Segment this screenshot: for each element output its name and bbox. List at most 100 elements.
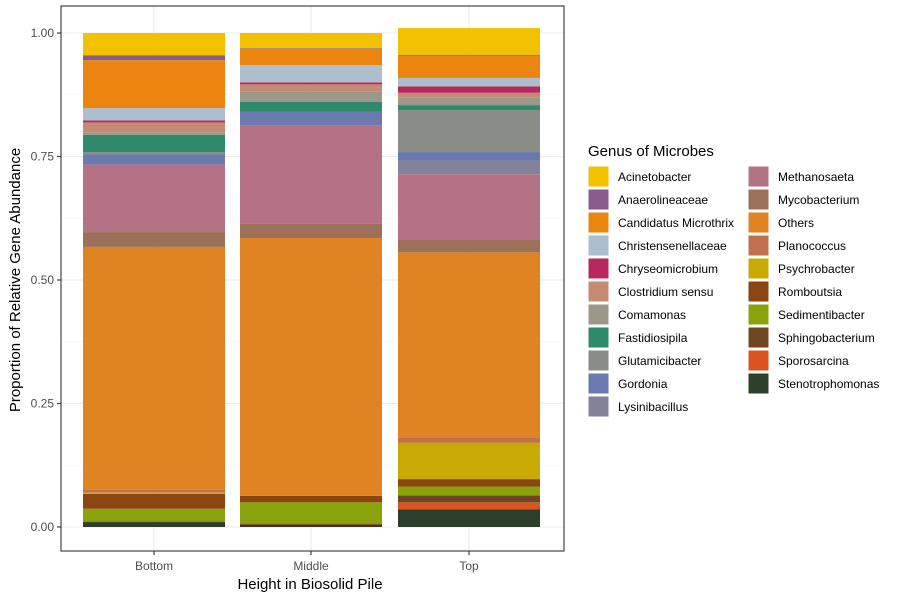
bar-segment (240, 49, 382, 66)
bar-segment (240, 523, 382, 525)
y-tick-label: 0.00 (31, 520, 55, 534)
legend-key (587, 165, 610, 188)
legend-key (747, 188, 770, 211)
legend-key (747, 165, 770, 188)
legend-item: Gordonia (587, 372, 668, 395)
legend-item: Sporosarcina (747, 349, 849, 372)
y-tick-label: 0.25 (31, 397, 55, 411)
y-tick-label: 1.00 (31, 26, 55, 40)
y-tick-label: 0.50 (31, 273, 55, 287)
legend-label: Candidatus Microthrix (618, 216, 734, 230)
x-tick-label: Middle (293, 559, 329, 573)
bar-segment (398, 152, 540, 161)
bar-segment (398, 442, 540, 480)
bar-segment (240, 125, 382, 224)
legend-key (747, 372, 770, 395)
bar-segment (240, 524, 382, 527)
legend-label: Mycobacterium (778, 193, 859, 207)
bar-segment (398, 110, 540, 153)
bar-segment (240, 48, 382, 50)
legend-label: Christensenellaceae (618, 239, 727, 253)
bar-segment (398, 239, 540, 253)
legend-item: Chryseomicrobium (587, 257, 718, 280)
legend-item: Methanosaeta (747, 165, 854, 188)
legend-item: Psychrobacter (747, 257, 855, 280)
legend-key (747, 257, 770, 280)
legend-label: Psychrobacter (778, 262, 855, 276)
legend-label: Romboutsia (778, 285, 842, 299)
legend-key (747, 326, 770, 349)
bar-segment (398, 86, 540, 93)
bar-segment (83, 132, 225, 135)
bar-segment (398, 502, 540, 510)
legend-label: Chryseomicrobium (618, 262, 718, 276)
bar-segment (83, 522, 225, 527)
panel-border (60, 5, 565, 552)
legend-label: Anaerolineaceae (618, 193, 708, 207)
x-tick-label: Top (459, 559, 479, 573)
legend-item: Comamonas (587, 303, 686, 326)
bar-segment (240, 502, 382, 524)
legend-item: Glutamicibacter (587, 349, 701, 372)
legend-item: Romboutsia (747, 280, 842, 303)
bar-segment (83, 164, 225, 233)
legend-label: Comamonas (618, 308, 686, 322)
legend-key (587, 326, 610, 349)
bar-segment (83, 55, 225, 61)
legend-label: Planococcus (778, 239, 846, 253)
bar-segment (240, 65, 382, 83)
legend-label: Gordonia (618, 377, 668, 391)
bar-segment (398, 77, 540, 87)
legend-item: Anaerolineaceae (587, 188, 708, 211)
bar-segment (83, 120, 225, 123)
legend-key (747, 349, 770, 372)
bar-segment (240, 111, 382, 126)
legend-key (587, 234, 610, 257)
legend-label: Fastidiosipila (618, 331, 688, 345)
legend: Genus of Microbes Acinetobacter Anaerolin… (587, 143, 879, 418)
legend-item: Fastidiosipila (587, 326, 688, 349)
legend-label: Lysinibacillus (618, 400, 688, 414)
bar-segment (240, 91, 382, 102)
bar-segment (398, 28, 540, 55)
bar-segment (398, 105, 540, 111)
x-axis-title: Height in Biosolid Pile (237, 576, 382, 593)
legend-key (587, 188, 610, 211)
legend-key (587, 372, 610, 395)
legend-item: Acinetobacter (587, 165, 691, 188)
legend-item: Stenotrophomonas (747, 372, 879, 395)
bar-segment (83, 154, 225, 165)
bar-segment (398, 160, 540, 175)
bar-segment (83, 122, 225, 133)
legend-label: Stenotrophomonas (778, 377, 879, 391)
bar-segment (83, 508, 225, 522)
bar-segment (83, 60, 225, 109)
y-axis: 0.00 0.25 0.50 0.75 1.00 (31, 26, 61, 534)
bar-segment (398, 92, 540, 98)
bar-segment (398, 55, 540, 78)
legend-label: Sporosarcina (778, 354, 849, 368)
bar-segment (240, 82, 382, 85)
bar-segment (83, 33, 225, 56)
legend-item: Others (747, 211, 814, 234)
bar-segment (83, 489, 225, 493)
legend-key (587, 395, 610, 418)
legend-item: Mycobacterium (747, 188, 859, 211)
bar-segment (240, 33, 382, 49)
legend-key (587, 303, 610, 326)
legend-key (747, 303, 770, 326)
bar-segment (240, 101, 382, 112)
bar-segment (240, 238, 382, 496)
legend-key (587, 280, 610, 303)
bar-segment (83, 108, 225, 121)
legend-item: Christensenellaceae (587, 234, 727, 257)
bar-segment (83, 246, 225, 490)
y-axis-title: Proportion of Relative Gene Abundance (7, 148, 24, 412)
legend-key (747, 211, 770, 234)
bar-segment (83, 492, 225, 494)
bar-segment (83, 134, 225, 153)
bar-segment (240, 223, 382, 239)
legend-item: Planococcus (747, 234, 846, 257)
bar-segment (83, 493, 225, 509)
